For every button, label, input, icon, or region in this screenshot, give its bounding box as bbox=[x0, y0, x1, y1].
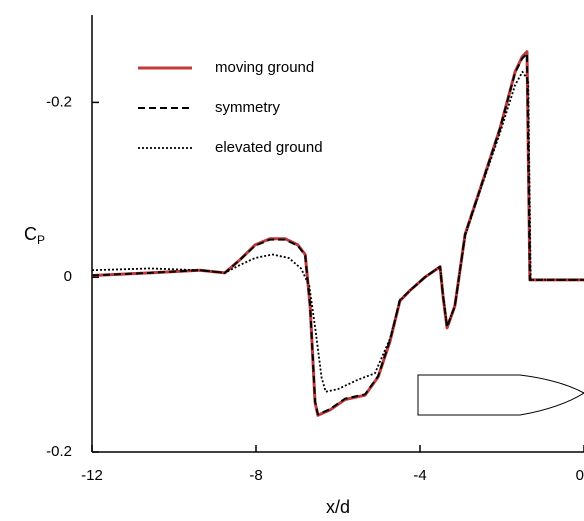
legend-label: symmetry bbox=[215, 99, 280, 116]
legend-label: elevated ground bbox=[215, 139, 323, 156]
y-axis-label-subscript: P bbox=[37, 233, 45, 247]
x-tick-label: -12 bbox=[81, 467, 103, 484]
hull-outline bbox=[417, 374, 584, 416]
y-axis-label: C bbox=[24, 224, 37, 244]
x-tick-label: 0 bbox=[576, 467, 584, 484]
series-line bbox=[91, 70, 584, 393]
series-line bbox=[91, 52, 584, 416]
y-tick-label: -0.2 bbox=[46, 93, 72, 110]
y-tick-label: 0 bbox=[64, 268, 72, 285]
x-axis-label: x/d bbox=[326, 497, 350, 517]
y-tick-label: -0.2 bbox=[46, 443, 72, 460]
x-tick-label: -8 bbox=[249, 467, 262, 484]
x-tick-label: -4 bbox=[413, 467, 426, 484]
legend-label: moving ground bbox=[215, 59, 314, 76]
series-line bbox=[91, 50, 584, 417]
